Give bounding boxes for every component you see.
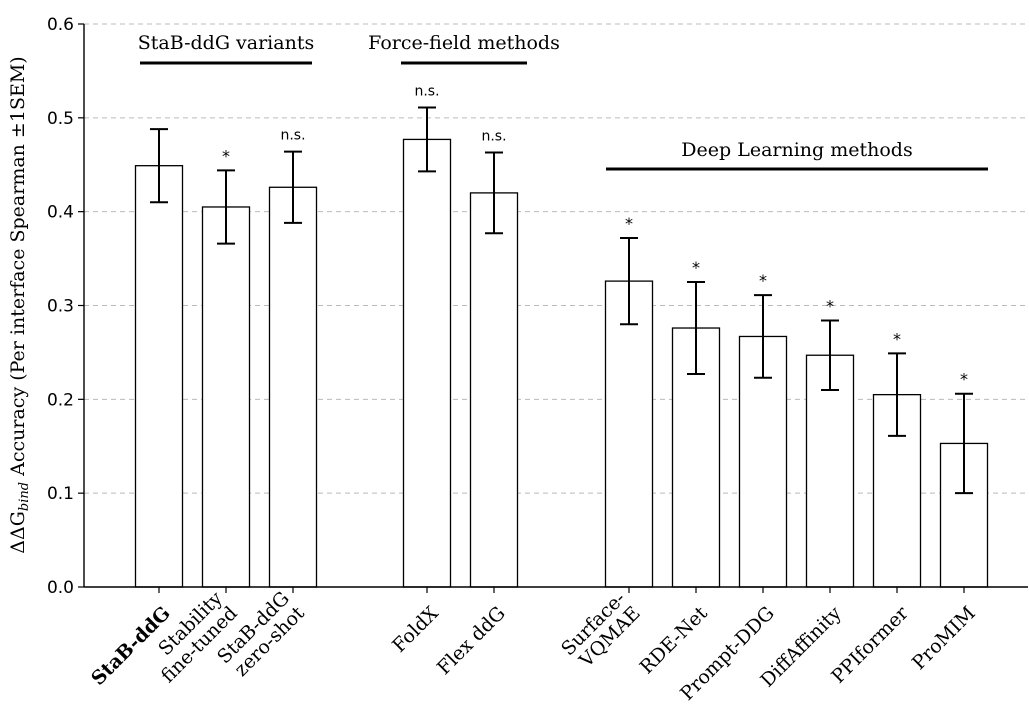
y-tick-label: 0.0 bbox=[47, 578, 74, 598]
x-tick-label: StaB-ddGzero-shot bbox=[213, 587, 309, 683]
axes bbox=[78, 23, 1028, 593]
group-brackets: StaB-ddG variants Force-field methods Deep… bbox=[138, 32, 988, 171]
y-tick-label: 0.6 bbox=[47, 15, 74, 35]
x-tick-label-line: ProMIM bbox=[908, 602, 980, 674]
significance-labels: * n.s. n.s. n.s. * * * * * * bbox=[222, 84, 968, 389]
significance-label: * bbox=[960, 370, 968, 389]
x-tick-label: ProMIM bbox=[908, 602, 980, 674]
significance-label: * bbox=[893, 329, 901, 348]
y-tick-label: 0.4 bbox=[47, 203, 74, 223]
significance-label: n.s. bbox=[280, 128, 305, 144]
y-tick-label: 0.3 bbox=[47, 297, 74, 317]
group-label: StaB-ddG variants bbox=[138, 32, 314, 54]
x-tick-labels: StaB-ddGStabilityfine-tunedStaB-ddGzero-… bbox=[87, 587, 980, 705]
y-axis-label: ΔΔGbind Accuracy (Per interface Spearman… bbox=[7, 56, 32, 553]
significance-label: * bbox=[692, 258, 700, 277]
bar bbox=[469, 192, 519, 588]
group-label: Force-field methods bbox=[368, 32, 560, 54]
bars bbox=[134, 138, 989, 588]
significance-label: * bbox=[826, 297, 834, 316]
bar bbox=[402, 138, 452, 588]
bar bbox=[268, 186, 318, 588]
significance-label: n.s. bbox=[414, 84, 439, 100]
significance-label: * bbox=[759, 271, 767, 290]
significance-label: * bbox=[625, 214, 633, 233]
bar bbox=[805, 354, 855, 588]
x-tick-label: Flex ddG bbox=[433, 602, 510, 679]
significance-label: * bbox=[222, 146, 230, 165]
x-tick-label: FoldX bbox=[388, 602, 443, 657]
x-tick-label-line: FoldX bbox=[388, 602, 443, 657]
significance-label: n.s. bbox=[481, 129, 506, 145]
x-tick-label: Stabilityfine-tuned bbox=[142, 587, 242, 687]
y-tick-label: 0.5 bbox=[47, 109, 74, 129]
x-tick-label: Surface-VQMAE bbox=[557, 587, 645, 675]
bar bbox=[604, 280, 654, 588]
group-label: Deep Learning methods bbox=[681, 139, 912, 161]
error-bars bbox=[150, 106, 973, 495]
x-tick-label-line: Flex ddG bbox=[433, 602, 510, 679]
y-tick-labels: 0.0 0.1 0.2 0.3 0.4 0.5 0.6 bbox=[47, 15, 74, 598]
y-tick-label: 0.2 bbox=[47, 390, 74, 410]
bar bbox=[134, 165, 184, 588]
bar bbox=[201, 206, 251, 588]
y-tick-label: 0.1 bbox=[47, 484, 74, 504]
